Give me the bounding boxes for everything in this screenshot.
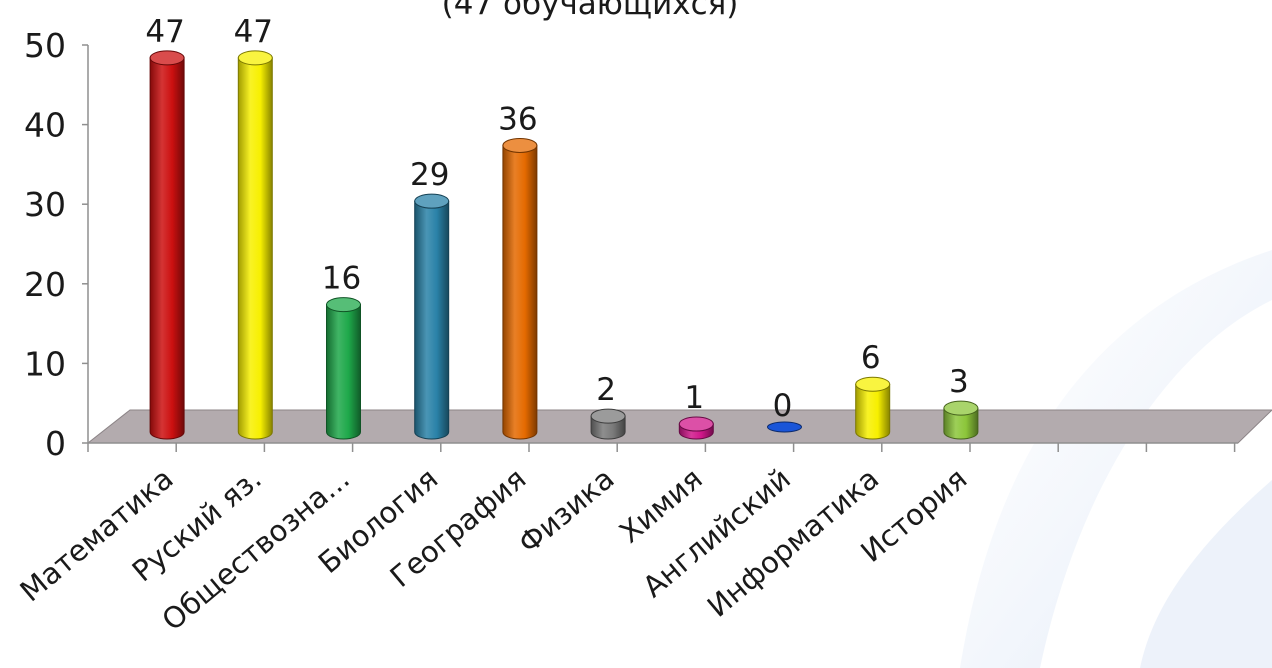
bar-top	[237, 50, 273, 66]
bar	[678, 416, 714, 440]
bar	[943, 400, 979, 440]
data-label: 2	[596, 372, 616, 408]
data-label: 29	[410, 157, 449, 193]
category-label: Математика	[14, 461, 180, 608]
y-tick-label: 20	[24, 265, 66, 304]
bar-top	[943, 400, 979, 416]
data-label: 3	[949, 364, 969, 400]
bar-body	[943, 407, 979, 440]
y-axis-ticks: 0 10 20 30 40 50	[24, 26, 88, 463]
background-swoosh-lower	[1140, 480, 1272, 668]
data-label: 6	[861, 340, 881, 376]
data-label: 16	[322, 261, 361, 297]
bar	[237, 50, 273, 440]
y-tick-label: 0	[45, 424, 66, 463]
bar	[502, 137, 538, 440]
x-axis-ticks	[87, 443, 1236, 452]
bar-top	[326, 297, 361, 313]
bar-top	[414, 193, 450, 209]
bar-body	[149, 57, 185, 440]
bar	[855, 376, 891, 440]
bar	[149, 50, 185, 440]
data-label: 0	[773, 388, 793, 424]
chart-title: (47 обучающихся)	[442, 0, 739, 22]
category-label: Физика	[512, 461, 621, 560]
bar	[326, 297, 361, 440]
data-label: 47	[234, 14, 273, 50]
y-tick-label: 30	[24, 185, 66, 224]
y-tick-label: 40	[24, 106, 66, 145]
bar	[414, 193, 450, 440]
bar	[590, 408, 626, 440]
bar-body	[502, 144, 538, 440]
y-tick-label: 10	[24, 344, 66, 383]
y-tick-label: 50	[24, 26, 66, 65]
bar-body	[855, 383, 891, 440]
bar-top	[767, 421, 802, 433]
data-label: 47	[145, 14, 184, 50]
data-labels: 47 47 16 29 36 2 1 0 6 3	[145, 14, 968, 424]
bars	[149, 50, 979, 440]
data-label: 36	[498, 101, 537, 137]
bar-body	[326, 304, 361, 440]
bar-body	[237, 57, 273, 440]
bar-top	[149, 50, 185, 66]
bar-top	[678, 416, 714, 432]
bar-top	[590, 408, 626, 424]
data-label: 1	[684, 380, 704, 416]
bar-top	[855, 376, 891, 392]
bar	[767, 421, 802, 433]
background-swoosh	[960, 250, 1272, 668]
bar-top	[502, 137, 538, 153]
bar-body	[414, 200, 450, 440]
